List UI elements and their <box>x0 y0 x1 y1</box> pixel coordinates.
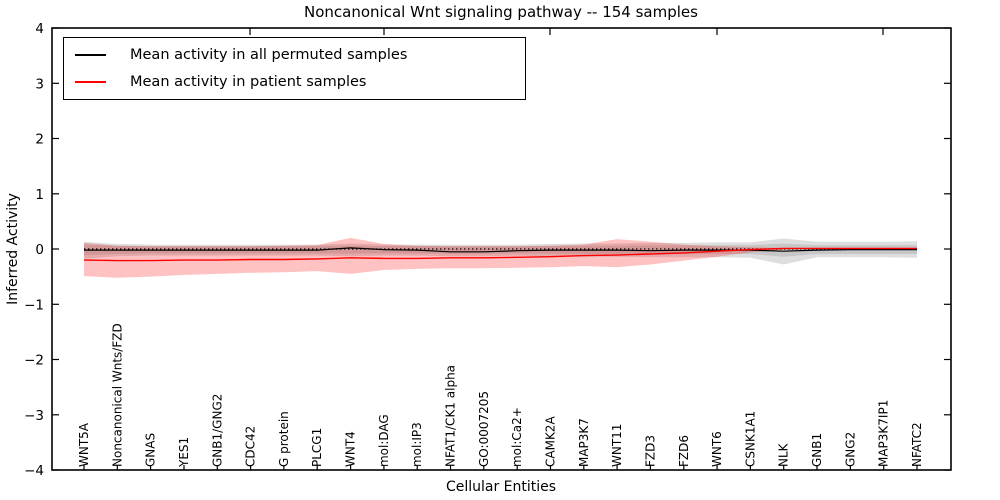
x-tick-label: Noncanonical Wnts/FZD <box>110 323 124 467</box>
y-tick-label: 3 <box>35 76 44 92</box>
x-tick-label: WNT5A <box>77 422 91 467</box>
x-tick-label: NFATC2 <box>910 422 924 467</box>
x-tick-label: CSNK1A1 <box>743 411 757 467</box>
x-tick-label: mol:IP3 <box>410 422 424 467</box>
x-tick-label: GNAS <box>144 433 158 467</box>
x-tick-label: NLK <box>777 442 791 467</box>
x-tick-label: CAMK2A <box>544 416 558 467</box>
y-tick-label: −1 <box>24 297 44 313</box>
x-tick-label: WNT11 <box>610 424 624 467</box>
x-tick-label: PLCG1 <box>310 428 324 467</box>
x-tick-label: G protein <box>277 411 291 467</box>
x-tick-label: NFAT1/CK1 alpha <box>444 365 458 467</box>
y-tick-label: −4 <box>24 463 44 479</box>
y-tick-label: 2 <box>35 132 44 148</box>
x-tick-label: mol:Ca2+ <box>510 407 524 467</box>
legend-item-permuted: Mean activity in all permuted samples <box>64 41 525 68</box>
y-tick-label: −2 <box>24 353 44 369</box>
legend-item-patient: Mean activity in patient samples <box>64 68 525 95</box>
legend-label-permuted: Mean activity in all permuted samples <box>130 46 408 63</box>
legend-line-swatch-patient <box>75 80 106 83</box>
y-tick-label: 1 <box>35 187 44 203</box>
y-axis-label: Inferred Activity <box>5 193 21 305</box>
x-tick-label: GNB1 <box>810 433 824 467</box>
band-permuted-inner <box>84 243 917 257</box>
y-tick-label: 4 <box>35 21 44 37</box>
line-permuted-mean <box>84 247 917 253</box>
legend-label-patient: Mean activity in patient samples <box>130 73 367 90</box>
x-tick-label: GNG2 <box>843 432 857 467</box>
x-tick-label: MAP3K7 <box>577 418 591 467</box>
x-tick-label: WNT4 <box>344 431 358 467</box>
x-tick-label: FZD3 <box>643 435 657 467</box>
x-tick-label: CDC42 <box>244 426 258 467</box>
chart-title: Noncanonical Wnt signaling pathway -- 15… <box>304 3 698 21</box>
x-axis-label: Cellular Entities <box>445 479 557 495</box>
y-tick-label: 0 <box>35 242 44 258</box>
x-tick-label: MAP3K7IP1 <box>877 400 891 467</box>
line-patient-mean <box>83 247 917 262</box>
y-tick-label: −3 <box>24 408 44 424</box>
x-tick-label: GO:0007205 <box>477 391 491 467</box>
x-tick-label: WNT6 <box>710 431 724 467</box>
x-tick-label: FZD6 <box>677 435 691 467</box>
legend: Mean activity in all permuted samples Me… <box>63 37 526 100</box>
x-tick-label: GNB1/GNG2 <box>210 394 224 467</box>
x-tick-label: mol:DAG <box>377 414 391 467</box>
legend-line-swatch-permuted <box>75 53 106 56</box>
x-tick-label: YES1 <box>177 437 191 468</box>
